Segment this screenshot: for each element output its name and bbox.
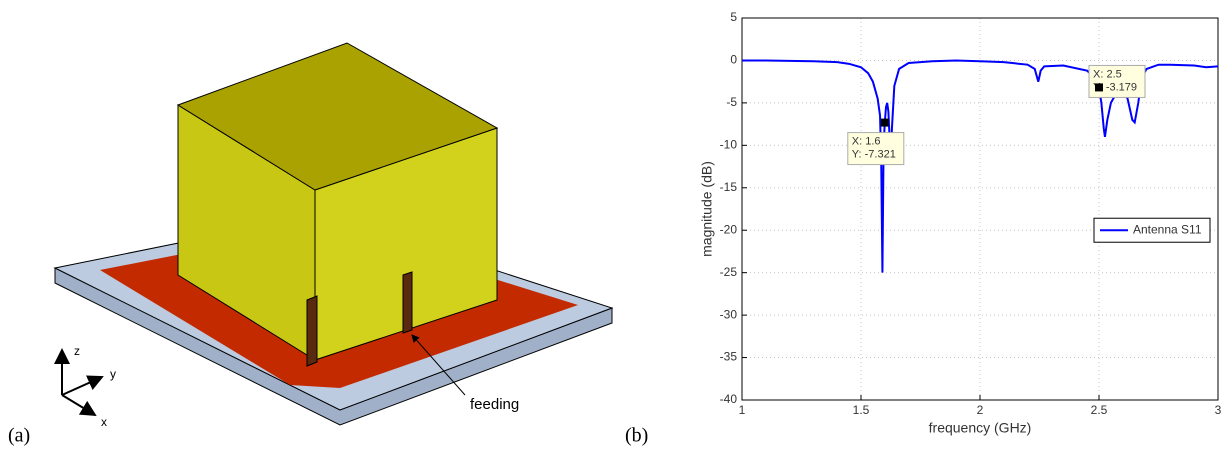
- feed-strip: [307, 296, 317, 366]
- y-tick-label: -35: [720, 350, 738, 364]
- axis-arrow: [62, 395, 95, 415]
- y-tick-label: -10: [720, 138, 738, 152]
- annotation: feeding: [470, 396, 519, 413]
- x-tick-label: 1: [739, 403, 746, 417]
- antenna-diagram: feeding z y x (a): [8, 43, 612, 447]
- data-tip-marker: [881, 119, 889, 127]
- y-tick-label: -40: [720, 392, 738, 406]
- y-tick-label: -30: [720, 307, 738, 321]
- axis-arrow: [62, 377, 102, 395]
- legend-label: Antenna S11: [1133, 222, 1202, 236]
- y-tick-label: 0: [730, 53, 737, 67]
- data-tip-label: X: 2.5: [1093, 68, 1122, 80]
- data-tip-marker: [1095, 83, 1103, 91]
- y-axis-label: magnitude (dB): [699, 161, 715, 257]
- x-axis-label: frequency (GHz): [929, 420, 1032, 436]
- data-tip-label: Y: -7.321: [852, 148, 896, 160]
- y-tick-label: 5: [730, 10, 737, 24]
- figure: feeding z y x (a) (b) -40 -35 -30 -25 -20 -15…: [0, 0, 1226, 449]
- y-tick-label: -20: [720, 222, 738, 236]
- y-tick-label: -15: [720, 180, 738, 194]
- y-tick-label: -25: [720, 265, 738, 279]
- axis-label: z: [74, 344, 80, 358]
- y-tick-label: -5: [726, 95, 737, 109]
- x-tick-label: 3: [1215, 403, 1222, 417]
- x-tick-label: 1.5: [853, 403, 870, 417]
- feed-strip: [403, 272, 412, 333]
- x-tick-label: 2: [977, 403, 984, 417]
- panel-label: (b): [625, 425, 648, 447]
- panel-label: (a): [8, 425, 30, 447]
- axis-label: x: [101, 415, 107, 429]
- x-tick-label: 2.5: [1091, 403, 1108, 417]
- data-tip-label: X: 1.6: [852, 135, 881, 147]
- axis-label: y: [110, 367, 116, 381]
- data-tip: X: 2.5Y: -3.179: [1089, 65, 1145, 97]
